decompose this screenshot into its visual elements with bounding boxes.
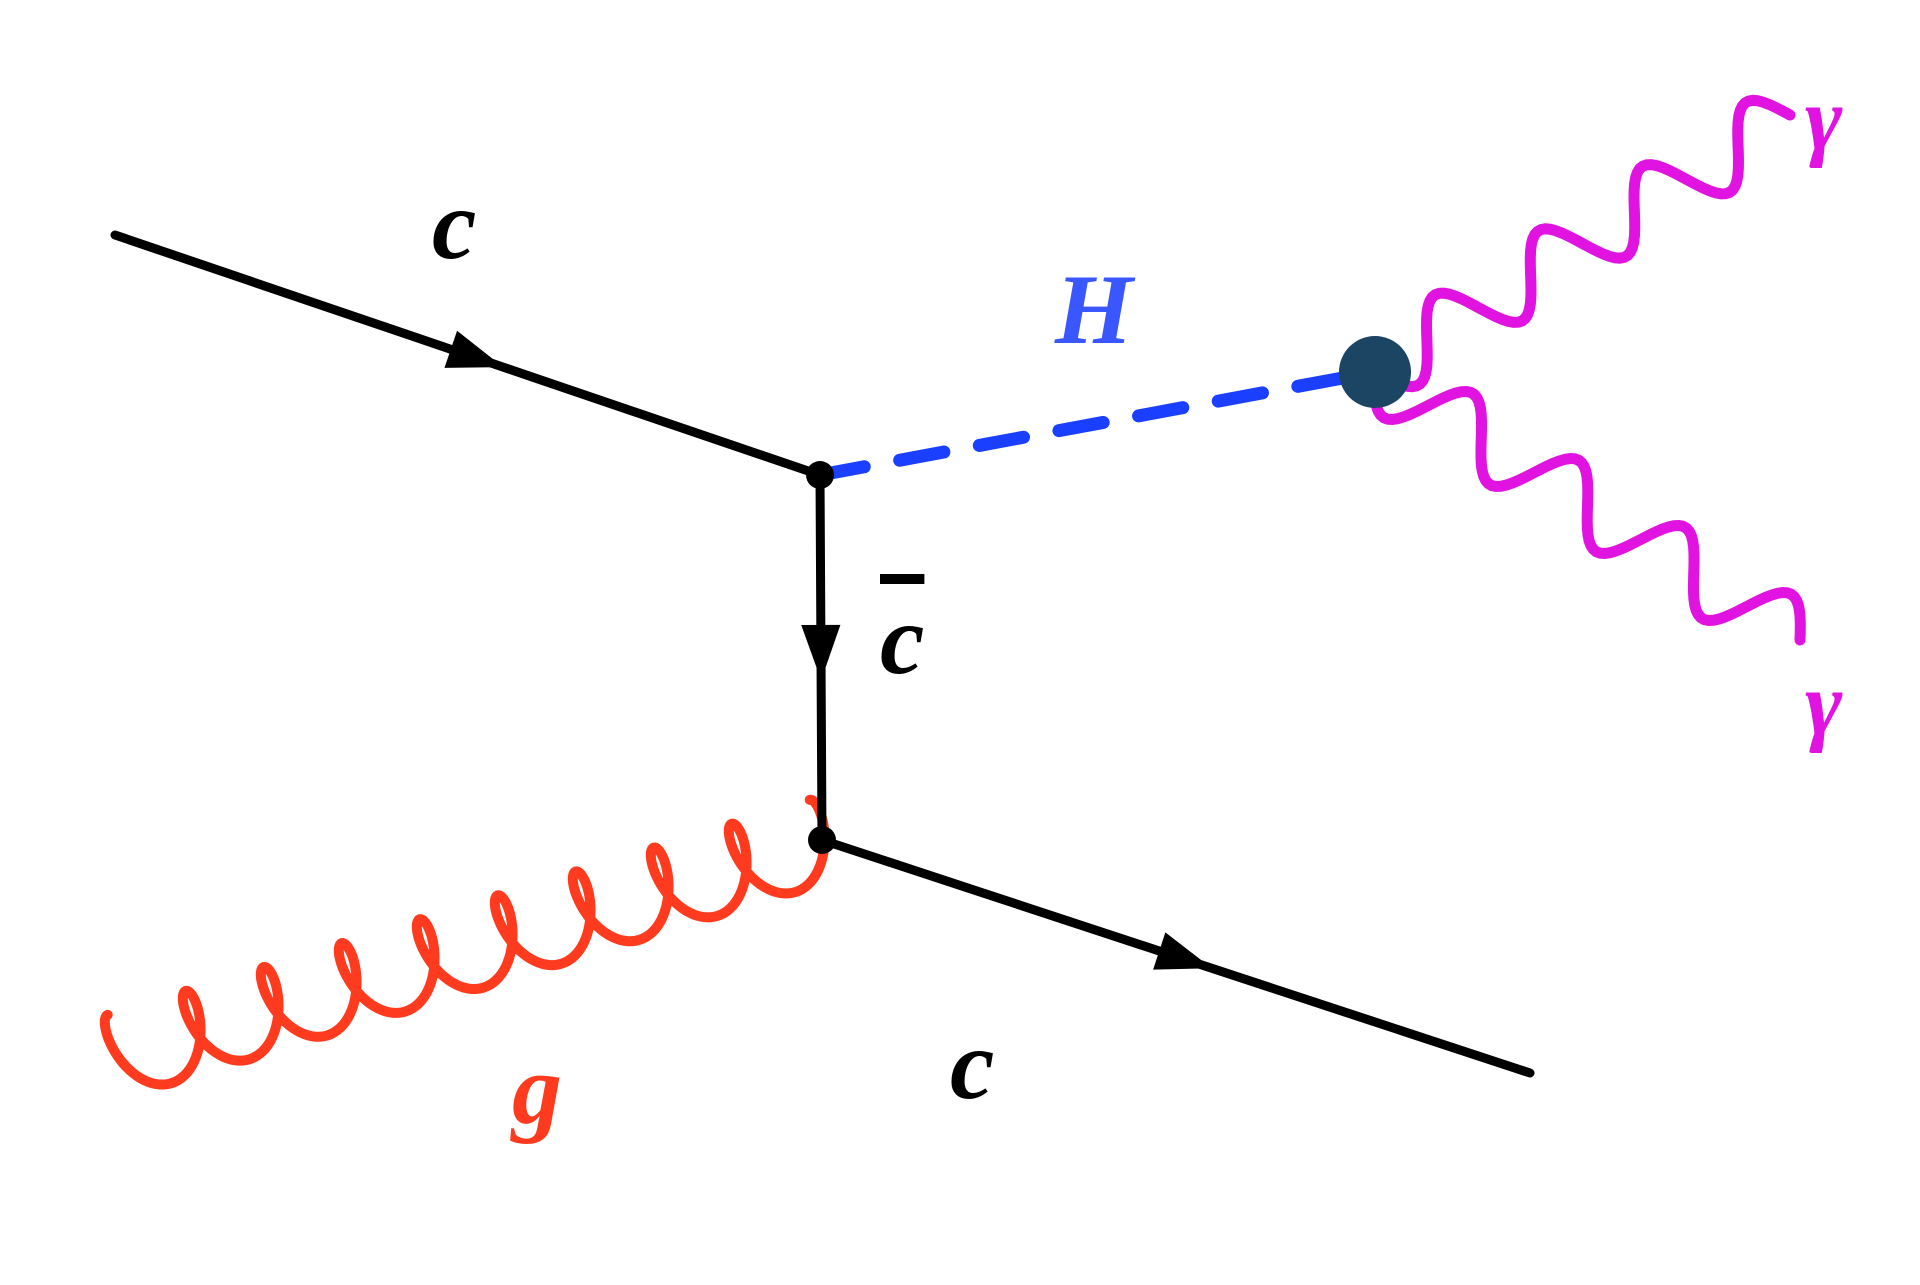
label-g: g — [512, 1040, 562, 1140]
label-H: H — [1055, 260, 1133, 360]
label-c-in: c — [432, 175, 476, 275]
label-gamma2: γ — [1805, 660, 1842, 750]
label-cbar: c — [880, 590, 924, 690]
label-gamma1: γ — [1805, 75, 1842, 165]
label-c-out: c — [950, 1015, 994, 1115]
